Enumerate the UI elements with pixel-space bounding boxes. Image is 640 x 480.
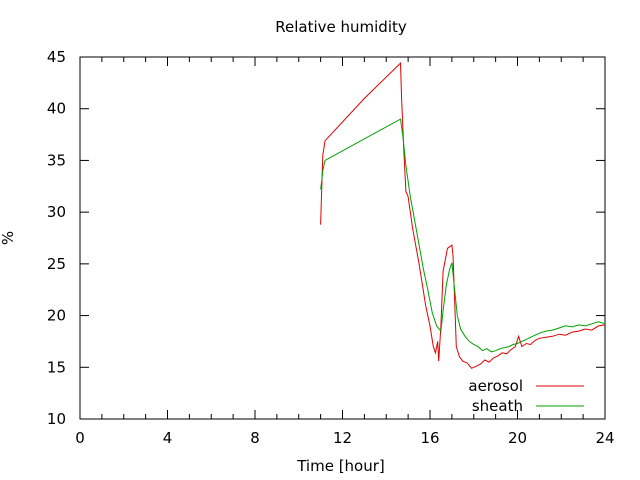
x-tick-label: 16: [420, 429, 439, 447]
plot-frame: [79, 56, 606, 420]
legend-label-aerosol: aerosol: [468, 377, 523, 395]
y-tick-label: 35: [47, 151, 66, 169]
y-tick-label: 45: [47, 48, 66, 66]
legend: aerosol sheath: [468, 377, 584, 415]
y-tick-label: 20: [47, 307, 66, 325]
y-tick-label: 25: [47, 255, 66, 273]
series-line-aerosol: [320, 62, 606, 369]
chart-title: Relative humidity: [275, 18, 407, 36]
y-axis-label: %: [0, 231, 17, 245]
y-tick-label: 10: [47, 410, 66, 428]
legend-label-sheath: sheath: [472, 397, 523, 415]
x-tick-label: 4: [163, 429, 173, 447]
y-tick-label: 40: [47, 100, 66, 118]
series-group: [320, 62, 606, 369]
x-tick-label: 20: [508, 429, 527, 447]
x-tick-label: 24: [595, 429, 614, 447]
series-line-sheath: [320, 118, 606, 353]
x-tick-label: 8: [250, 429, 260, 447]
axis-ticks: 0 4 8 12 16 20 24 10 15 20 25 30 35 40 45: [47, 48, 615, 447]
x-tick-label: 0: [75, 429, 85, 447]
y-tick-label: 15: [47, 358, 66, 376]
x-tick-label: 12: [333, 429, 352, 447]
x-axis-label: Time [hour]: [296, 457, 385, 475]
y-tick-label: 30: [47, 203, 66, 221]
